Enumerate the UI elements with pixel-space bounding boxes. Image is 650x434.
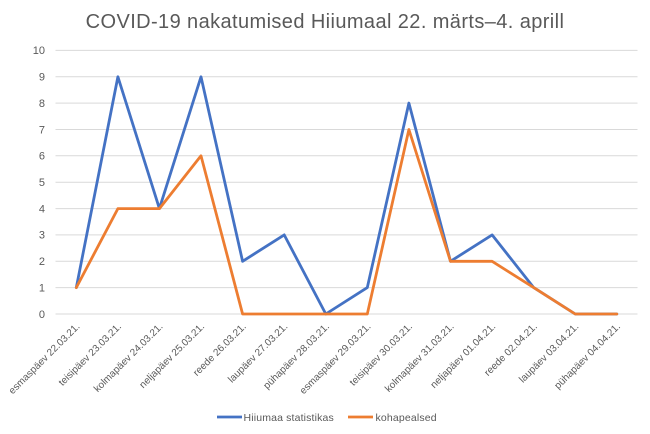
svg-text:2: 2 [39, 256, 45, 268]
svg-text:5: 5 [39, 177, 45, 189]
svg-text:4: 4 [39, 203, 45, 215]
svg-text:6: 6 [39, 151, 45, 163]
svg-text:9: 9 [39, 72, 45, 84]
svg-text:7: 7 [39, 124, 45, 136]
svg-text:Hiiumaa statistikas: Hiiumaa statistikas [244, 412, 334, 424]
svg-text:3: 3 [39, 230, 45, 242]
svg-text:COVID-19 nakatumised Hiiumaal: COVID-19 nakatumised Hiiumaal 22. märts–… [86, 11, 565, 33]
svg-text:8: 8 [39, 98, 45, 110]
svg-text:0: 0 [39, 309, 45, 321]
svg-text:10: 10 [33, 45, 45, 57]
svg-text:kohapealsed: kohapealsed [376, 412, 437, 424]
svg-text:1: 1 [39, 282, 45, 294]
